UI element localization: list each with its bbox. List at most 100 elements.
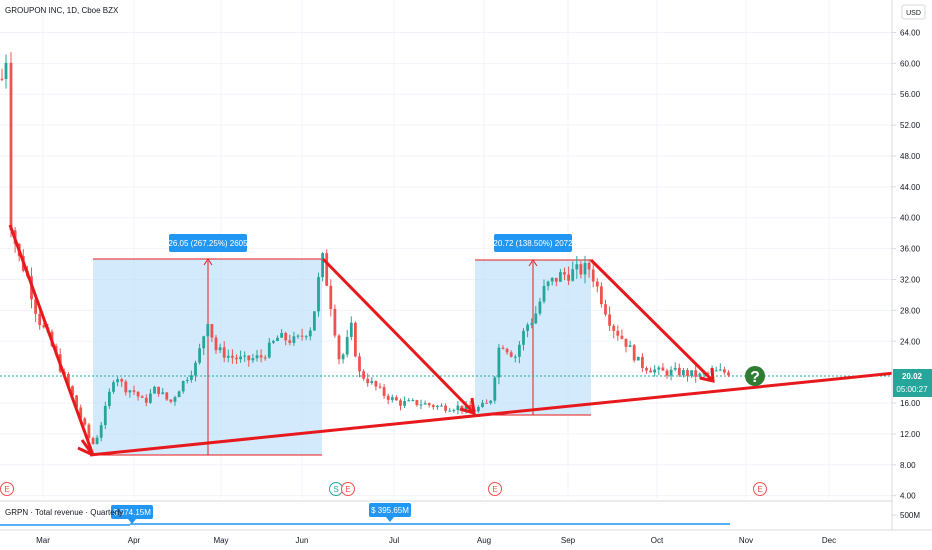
time-axis-label: Jul xyxy=(389,536,399,545)
candle xyxy=(284,331,288,346)
candle xyxy=(333,304,337,338)
price-tick-label: 56.00 xyxy=(900,90,921,99)
candle xyxy=(542,279,546,304)
candle xyxy=(485,399,488,404)
earnings-marker[interactable]: E xyxy=(0,482,14,496)
earnings-marker[interactable]: E xyxy=(341,482,355,496)
candle xyxy=(575,256,579,279)
svg-text:$ 374.15M: $ 374.15M xyxy=(113,508,151,517)
trendline-2-arrow-head xyxy=(459,397,476,416)
time-axis[interactable]: Mar Apr May Jun Jul Aug Sep Oct Nov Dec xyxy=(0,529,932,545)
price-tick-label: 12.00 xyxy=(900,430,921,439)
candle xyxy=(546,280,550,291)
candle xyxy=(296,334,300,339)
trendline-2[interactable] xyxy=(321,257,476,415)
candle xyxy=(595,278,599,293)
price-tick-label: 64.00 xyxy=(900,28,921,37)
candle xyxy=(452,408,456,413)
symbol-title: GROUPON INC, 1D, Cboe BZX xyxy=(5,6,119,15)
candle xyxy=(214,334,218,354)
candle xyxy=(591,261,595,288)
price-tick-label: 60.00 xyxy=(900,59,921,68)
candle xyxy=(657,365,661,375)
svg-text:S: S xyxy=(333,485,338,494)
candle xyxy=(501,345,505,350)
indicator-title: GRPN · Total revenue · Quarterly xyxy=(5,508,123,517)
candle xyxy=(579,261,583,279)
trendline-1[interactable] xyxy=(8,224,95,456)
candle xyxy=(38,310,42,330)
measurement-2[interactable] xyxy=(475,259,591,416)
candle xyxy=(718,363,722,372)
candle xyxy=(583,255,587,284)
trendline-3[interactable] xyxy=(589,258,715,383)
candle xyxy=(9,52,13,238)
candle xyxy=(181,380,185,394)
candle xyxy=(669,366,673,381)
measurement-1-label-text: 26.05 (267.25%) 2605 xyxy=(168,239,248,248)
time-axis-label: Mar xyxy=(36,536,50,545)
measurement-1[interactable] xyxy=(93,258,322,456)
candle xyxy=(103,401,107,430)
candle xyxy=(616,325,620,341)
candle xyxy=(354,321,357,358)
candle xyxy=(600,282,603,308)
candle xyxy=(329,279,333,317)
price-tick-label: 24.00 xyxy=(900,337,921,346)
candles xyxy=(0,52,730,445)
price-tick-label: 40.00 xyxy=(900,214,921,223)
price-tick-label: 16.00 xyxy=(900,399,921,408)
candle xyxy=(493,375,497,404)
candle xyxy=(157,386,160,397)
svg-text:E: E xyxy=(757,485,762,494)
bar-countdown: 05:00:27 xyxy=(896,385,928,394)
price-tick-label: 32.00 xyxy=(900,276,921,285)
candle xyxy=(251,353,255,363)
candle xyxy=(395,395,398,401)
split-marker[interactable]: S xyxy=(329,482,343,496)
candle xyxy=(173,395,177,406)
candle xyxy=(243,351,247,363)
question-icon: ? xyxy=(745,366,765,386)
candle xyxy=(132,385,136,395)
measurement-2-label-text: 20.72 (138.50%) 2072 xyxy=(493,239,573,248)
price-scale[interactable]: 64.00 60.00 56.00 52.00 48.00 44.00 40.00 36.00… xyxy=(891,0,932,550)
candle xyxy=(714,366,718,372)
candle xyxy=(140,395,144,399)
candle xyxy=(587,258,591,278)
event-markers[interactable]: E S E E E xyxy=(0,482,767,496)
candle xyxy=(489,400,493,405)
candle xyxy=(513,354,517,363)
candle xyxy=(169,399,173,404)
candle xyxy=(362,369,365,381)
trend-lines[interactable] xyxy=(8,224,896,457)
time-axis-label: Aug xyxy=(477,536,491,545)
candle xyxy=(210,323,214,343)
candle xyxy=(198,343,201,365)
candle xyxy=(0,68,4,82)
candle xyxy=(136,391,140,401)
price-tick-label: 48.00 xyxy=(900,152,921,161)
candle xyxy=(632,343,636,363)
svg-text:E: E xyxy=(492,485,497,494)
candle xyxy=(349,316,353,341)
candle xyxy=(604,299,607,317)
candle xyxy=(177,390,181,398)
currency-button[interactable]: USD xyxy=(901,4,926,20)
earnings-marker[interactable]: E xyxy=(488,482,502,496)
candle xyxy=(497,343,501,385)
earnings-marker[interactable]: E xyxy=(753,482,767,496)
candle xyxy=(341,352,345,364)
candle xyxy=(677,363,681,377)
candle xyxy=(522,328,525,351)
time-axis-label: May xyxy=(213,536,228,545)
candle xyxy=(530,318,534,329)
revenue-indicator[interactable]: $ 374.15M $ 395.65M GRPN · Total revenue… xyxy=(0,503,730,526)
time-axis-label: Nov xyxy=(739,536,753,545)
support-line[interactable] xyxy=(89,371,896,457)
candle xyxy=(427,402,431,408)
candle xyxy=(436,404,439,410)
revenue-label-1: $ 374.15M xyxy=(111,505,153,524)
candle xyxy=(382,384,386,399)
